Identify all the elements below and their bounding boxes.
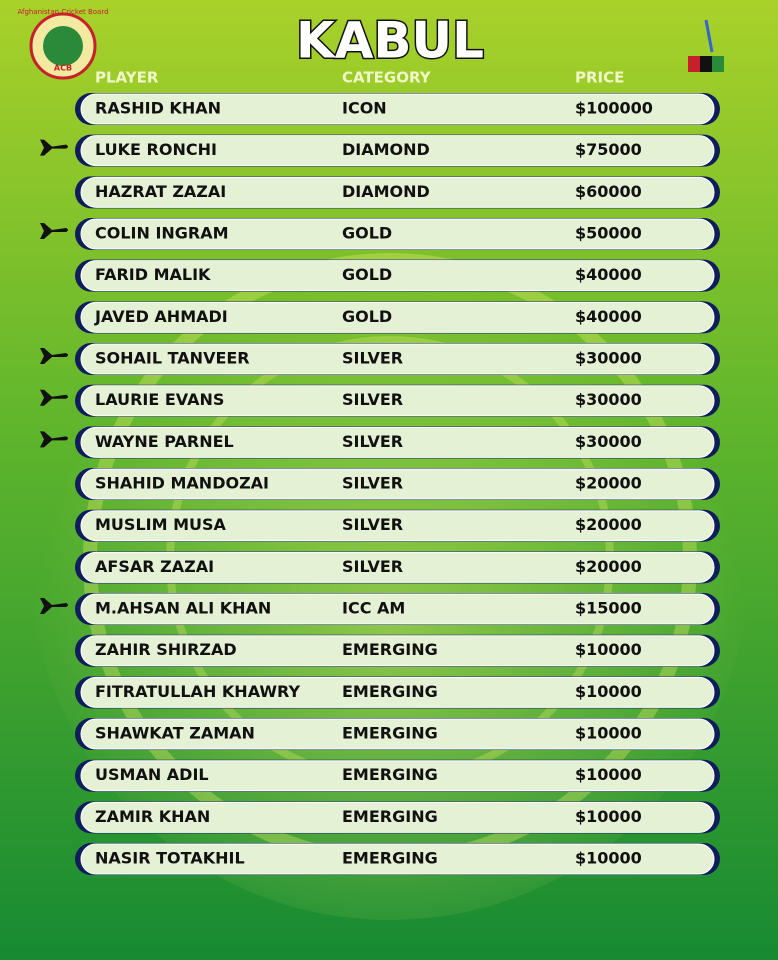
player-name: AFSAR ZAZAI	[95, 557, 214, 576]
price: $20000	[575, 515, 642, 534]
player-name: SOHAIL TANVEER	[95, 349, 250, 368]
column-header: CATEGORY	[342, 69, 432, 87]
category: EMERGING	[342, 849, 438, 868]
category: SILVER	[342, 349, 403, 368]
row-pill-inner	[80, 551, 715, 583]
price: $40000	[575, 265, 642, 284]
player-name: LUKE RONCHI	[95, 140, 217, 159]
player-name: LAURIE EVANS	[95, 390, 224, 409]
row-pill-inner	[80, 593, 715, 625]
price: $40000	[575, 307, 642, 326]
player-name: ZAMIR KHAN	[95, 807, 210, 826]
row-pill-inner	[80, 260, 715, 292]
player-name: COLIN INGRAM	[95, 224, 229, 243]
row-pill-inner	[80, 426, 715, 458]
price: $50000	[575, 224, 642, 243]
category: SILVER	[342, 557, 403, 576]
price: $30000	[575, 349, 642, 368]
player-name: M.AHSAN ALI KHAN	[95, 599, 271, 618]
category: SILVER	[342, 474, 403, 493]
row-pill-inner	[80, 468, 715, 500]
player-name: SHAWKAT ZAMAN	[95, 724, 255, 743]
row-pill-inner	[80, 843, 715, 875]
player-name: JAVED AHMADI	[94, 307, 228, 326]
row-pill-inner	[80, 635, 715, 667]
price: $20000	[575, 474, 642, 493]
player-name: ZAHIR SHIRZAD	[95, 640, 237, 659]
row-pill-inner	[80, 760, 715, 792]
player-name: NASIR TOTAKHIL	[95, 849, 245, 868]
column-header: PLAYER	[95, 69, 159, 87]
player-name: FITRATULLAH KHAWRY	[95, 682, 300, 701]
row-pill-inner	[80, 93, 715, 125]
category: SILVER	[342, 515, 403, 534]
overseas-icon	[34, 598, 68, 615]
row-pill-inner	[80, 343, 715, 375]
row-pill-inner	[80, 218, 715, 250]
price: $10000	[575, 765, 642, 784]
price: $100000	[575, 99, 653, 118]
category: EMERGING	[342, 724, 438, 743]
price: $10000	[575, 849, 642, 868]
category: ICC AM	[342, 599, 405, 618]
price: $60000	[575, 182, 642, 201]
price: $10000	[575, 807, 642, 826]
title: KABUL	[296, 12, 484, 70]
row-pill-inner	[80, 676, 715, 708]
overseas-icon	[34, 139, 68, 156]
player-name: SHAHID MANDOZAI	[95, 474, 269, 493]
overseas-icon	[34, 389, 68, 406]
price: $10000	[575, 640, 642, 659]
category: ICON	[342, 99, 387, 118]
overseas-icon	[34, 431, 68, 448]
category: SILVER	[342, 390, 403, 409]
row-pill-inner	[80, 385, 715, 417]
player-name: MUSLIM MUSA	[95, 515, 227, 534]
row-pill-inner	[80, 801, 715, 833]
player-name: HAZRAT ZAZAI	[95, 182, 226, 201]
category: EMERGING	[342, 640, 438, 659]
row-pill-inner	[80, 510, 715, 542]
row-pill-inner	[80, 135, 715, 167]
column-header: PRICE	[575, 69, 624, 87]
price: $30000	[575, 432, 642, 451]
row-pill-inner	[80, 718, 715, 750]
logo-text: Afghanistan Cricket Board	[17, 8, 108, 16]
price: $75000	[575, 140, 642, 159]
price: $30000	[575, 390, 642, 409]
player-name: USMAN ADIL	[95, 765, 209, 784]
acb-logo: Afghanistan Cricket Board ACB	[17, 8, 109, 80]
category: DIAMOND	[342, 140, 430, 159]
category: EMERGING	[342, 765, 438, 784]
row-pill-inner	[80, 176, 715, 208]
price: $15000	[575, 599, 642, 618]
logo-abbr: ACB	[54, 64, 72, 73]
overseas-icon	[34, 223, 68, 240]
category: GOLD	[342, 224, 392, 243]
player-name: RASHID KHAN	[95, 99, 221, 118]
category: GOLD	[342, 265, 392, 284]
category: EMERGING	[342, 682, 438, 701]
category: EMERGING	[342, 807, 438, 826]
overseas-icon	[34, 348, 68, 365]
row-pill-inner	[80, 301, 715, 333]
player-name: FARID MALIK	[95, 265, 211, 284]
category: DIAMOND	[342, 182, 430, 201]
price: $10000	[575, 682, 642, 701]
player-name: WAYNE PARNEL	[95, 432, 234, 451]
category: GOLD	[342, 307, 392, 326]
price: $20000	[575, 557, 642, 576]
category: SILVER	[342, 432, 403, 451]
apl-logo	[688, 19, 724, 72]
price: $10000	[575, 724, 642, 743]
